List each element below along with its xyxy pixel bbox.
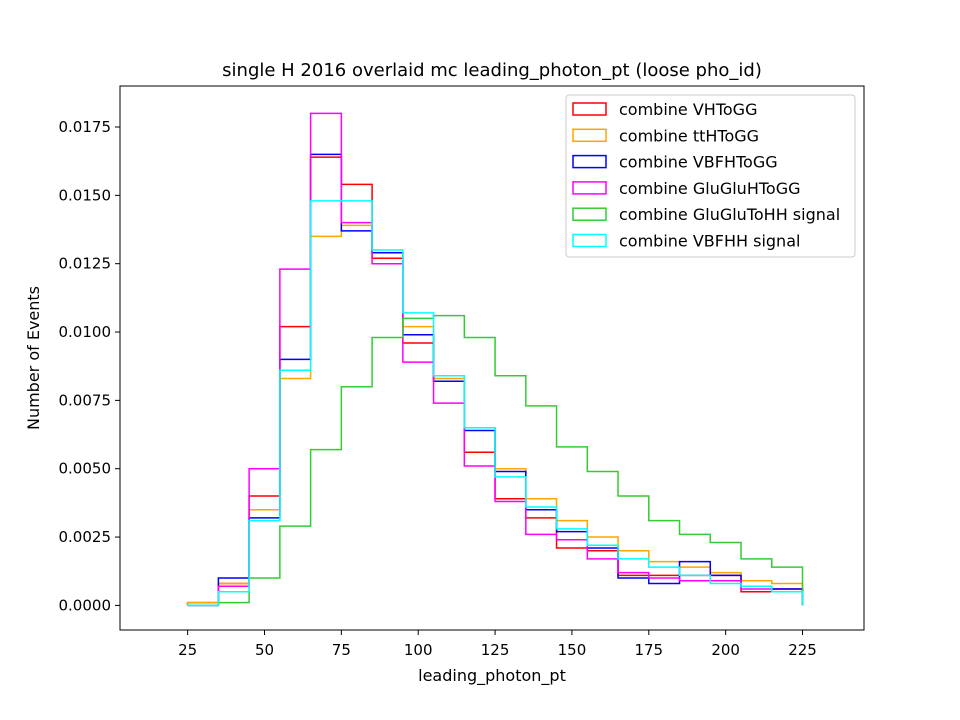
legend-label: combine VBFHToGG bbox=[619, 153, 778, 172]
legend-label: combine GluGluHToGG bbox=[619, 179, 800, 198]
y-tick-label: 0.0050 bbox=[59, 460, 112, 478]
y-tick-label: 0.0025 bbox=[59, 528, 112, 546]
legend-swatch bbox=[572, 233, 607, 248]
chart-title: single H 2016 overlaid mc leading_photon… bbox=[222, 60, 762, 81]
y-tick-label: 0.0150 bbox=[59, 186, 112, 204]
x-tick-label: 200 bbox=[711, 641, 740, 659]
x-axis-title: leading_photon_pt bbox=[418, 666, 566, 686]
legend-swatch bbox=[572, 207, 607, 221]
x-tick-label: 150 bbox=[558, 641, 587, 659]
legend-label: combine VHToGG bbox=[619, 100, 757, 119]
legend-label: combine GluGluToHH signal bbox=[619, 205, 840, 224]
y-axis: 0.0000 0.0025 0.0050 0.0075 0.0100 0.0125 0.01… bbox=[59, 118, 120, 614]
series-line-4 bbox=[187, 314, 804, 607]
x-tick-label: 50 bbox=[255, 641, 274, 659]
y-tick-label: 0.0075 bbox=[59, 391, 112, 409]
series-line-3 bbox=[187, 112, 804, 607]
y-tick-label: 0.0000 bbox=[59, 596, 112, 614]
legend: combine VHToGG combine ttHToGG combine VBF… bbox=[565, 94, 856, 258]
legend-label: combine ttHToGG bbox=[619, 126, 759, 145]
y-tick-label: 0.0125 bbox=[59, 255, 112, 273]
x-tick-label: 175 bbox=[634, 641, 663, 659]
plot-frame bbox=[119, 85, 865, 631]
legend-swatch bbox=[572, 181, 607, 195]
x-tick-label: 125 bbox=[481, 641, 510, 659]
x-tick-label: 75 bbox=[332, 641, 351, 659]
legend-swatch bbox=[572, 154, 607, 169]
legend-label: combine VBFHH signal bbox=[619, 232, 800, 251]
x-axis: 25 50 75 100 125 150 175 200 225 bbox=[178, 630, 817, 659]
x-tick-label: 225 bbox=[788, 641, 817, 659]
series-layer bbox=[186, 112, 804, 607]
legend-box bbox=[565, 94, 856, 258]
x-tick-label: 25 bbox=[178, 641, 197, 659]
x-tick-label: 100 bbox=[404, 641, 433, 659]
legend-swatch bbox=[572, 128, 607, 143]
y-tick-label: 0.0175 bbox=[59, 118, 112, 136]
y-tick-label: 0.0100 bbox=[59, 323, 112, 341]
y-axis-title: Number of Events bbox=[24, 286, 43, 430]
legend-swatch bbox=[572, 102, 607, 116]
series-line-5 bbox=[187, 200, 804, 607]
